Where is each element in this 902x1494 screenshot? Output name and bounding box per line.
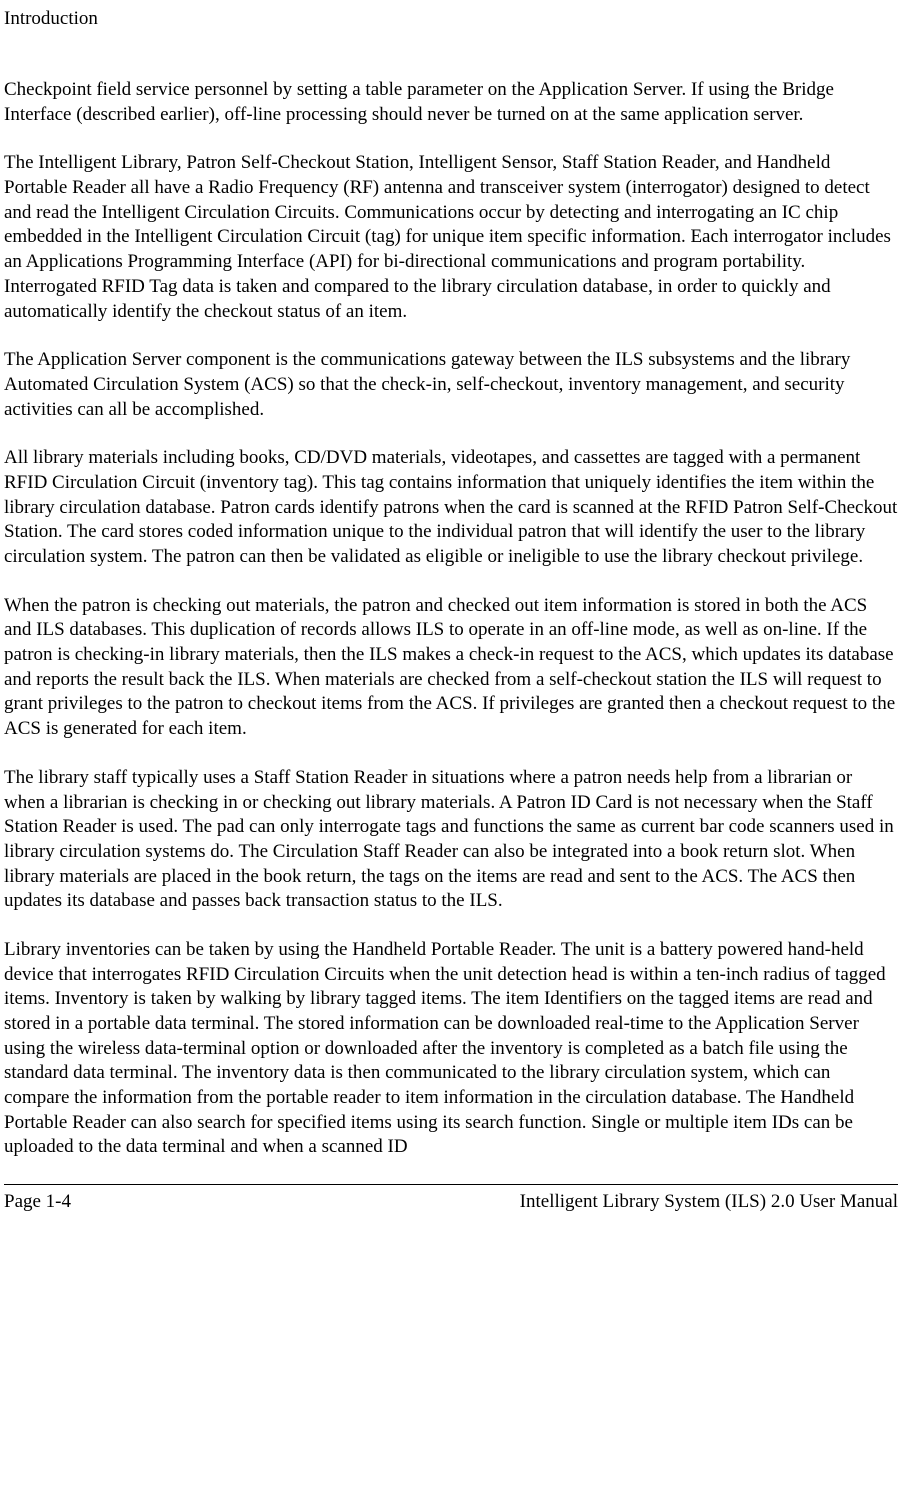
body-paragraph: The Intelligent Library, Patron Self-Che…: [4, 151, 898, 324]
body-paragraph: Library inventories can be taken by usin…: [4, 938, 898, 1160]
page-footer: Page 1-4 Intelligent Library System (ILS…: [4, 1191, 898, 1213]
body-paragraph: The Application Server component is the …: [4, 348, 898, 422]
page-number: Page 1-4: [4, 1191, 71, 1213]
document-title: Intelligent Library System (ILS) 2.0 Use…: [520, 1191, 898, 1213]
section-title: Introduction: [4, 8, 98, 29]
body-paragraph: The library staff typically uses a Staff…: [4, 766, 898, 914]
footer-divider: [4, 1184, 898, 1185]
body-paragraph: Checkpoint field service personnel by se…: [4, 78, 898, 127]
page-content: Checkpoint field service personnel by se…: [4, 78, 898, 1160]
page-header: Introduction: [4, 8, 898, 30]
body-paragraph: All library materials including books, C…: [4, 446, 898, 569]
body-paragraph: When the patron is checking out material…: [4, 594, 898, 742]
